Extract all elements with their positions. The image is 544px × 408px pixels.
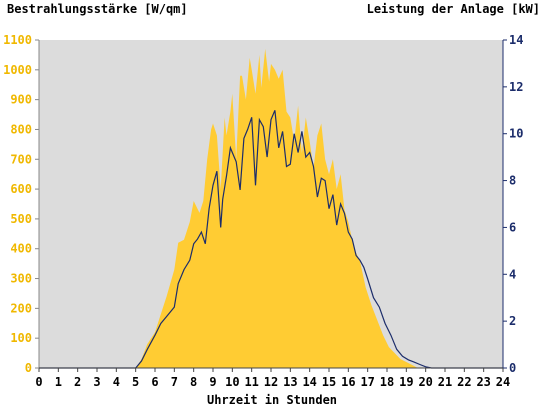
x-tick-label: 21 xyxy=(438,375,452,389)
x-tick-label: 22 xyxy=(457,375,471,389)
x-tick-label: 15 xyxy=(322,375,336,389)
left-tick-label: 1000 xyxy=(3,63,32,77)
right-tick-label: 8 xyxy=(509,174,516,188)
axes xyxy=(35,39,507,372)
x-tick-label: 14 xyxy=(302,375,316,389)
x-tick-label: 4 xyxy=(113,375,120,389)
series-layer xyxy=(39,48,503,369)
left-tick-label: 200 xyxy=(10,301,32,315)
left-tick-label: 300 xyxy=(10,272,32,286)
left-tick-label: 600 xyxy=(10,182,32,196)
series-power-line xyxy=(39,110,503,369)
x-tick-label: 12 xyxy=(264,375,278,389)
left-tick-label: 400 xyxy=(10,242,32,256)
left-tick-label: 100 xyxy=(10,331,32,345)
left-tick-label: 800 xyxy=(10,122,32,136)
left-tick-label: 500 xyxy=(10,212,32,226)
x-tick-label: 9 xyxy=(209,375,216,389)
x-axis-title: Uhrzeit in Stunden xyxy=(206,393,338,407)
x-tick-label: 23 xyxy=(476,375,490,389)
left-tick-label: 1100 xyxy=(3,33,32,47)
x-tick-label: 17 xyxy=(360,375,374,389)
left-tick-label: 900 xyxy=(10,93,32,107)
series-irradiance-area xyxy=(39,48,503,369)
x-tick-label: 16 xyxy=(341,375,355,389)
x-tick-label: 19 xyxy=(399,375,413,389)
left-tick-label: 700 xyxy=(10,152,32,166)
x-tick-label: 1 xyxy=(55,375,62,389)
left-axis-title: Bestrahlungsstärke [W/qm] xyxy=(7,2,188,16)
x-tick-label: 7 xyxy=(171,375,178,389)
x-tick-label: 18 xyxy=(380,375,394,389)
right-tick-label: 10 xyxy=(509,127,523,141)
tick-labels: 0 1 2 3 4 5 6 7 8 9 10 11 12 13 14 15 16 17 18 19 20 21 22 23 24… xyxy=(3,33,523,389)
left-tick-label: 0 xyxy=(25,361,32,375)
right-tick-label: 2 xyxy=(509,314,516,328)
right-tick-label: 6 xyxy=(509,220,516,234)
x-tick-label: 2 xyxy=(74,375,81,389)
x-tick-label: 20 xyxy=(418,375,432,389)
x-tick-label: 0 xyxy=(35,375,42,389)
right-tick-label: 0 xyxy=(509,361,516,375)
x-tick-label: 11 xyxy=(244,375,258,389)
x-tick-label: 8 xyxy=(190,375,197,389)
x-tick-label: 24 xyxy=(496,375,510,389)
right-tick-label: 12 xyxy=(509,80,523,94)
x-tick-label: 10 xyxy=(225,375,239,389)
right-tick-label: 4 xyxy=(509,267,516,281)
x-tick-label: 6 xyxy=(151,375,158,389)
x-tick-label: 5 xyxy=(132,375,139,389)
right-tick-label: 14 xyxy=(509,33,523,47)
x-tick-label: 13 xyxy=(283,375,297,389)
x-tick-label: 3 xyxy=(93,375,100,389)
right-axis-title: Leistung der Anlage [kW] xyxy=(366,2,540,16)
